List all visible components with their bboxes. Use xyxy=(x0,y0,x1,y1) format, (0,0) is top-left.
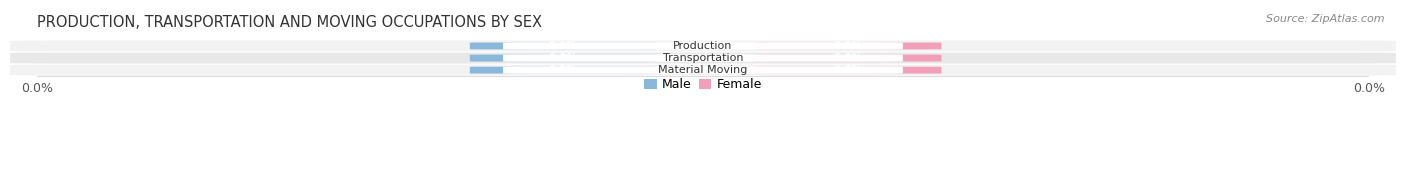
FancyBboxPatch shape xyxy=(10,53,1396,64)
Text: 0.0%: 0.0% xyxy=(548,41,578,51)
Text: PRODUCTION, TRANSPORTATION AND MOVING OCCUPATIONS BY SEX: PRODUCTION, TRANSPORTATION AND MOVING OC… xyxy=(37,15,541,30)
FancyBboxPatch shape xyxy=(755,43,942,49)
FancyBboxPatch shape xyxy=(503,54,903,62)
FancyBboxPatch shape xyxy=(10,65,1396,76)
FancyBboxPatch shape xyxy=(470,43,657,49)
Text: Source: ZipAtlas.com: Source: ZipAtlas.com xyxy=(1267,14,1385,24)
Text: 0.0%: 0.0% xyxy=(548,53,578,63)
Text: 0.0%: 0.0% xyxy=(834,53,863,63)
FancyBboxPatch shape xyxy=(470,67,657,74)
Text: Material Moving: Material Moving xyxy=(658,65,748,75)
FancyBboxPatch shape xyxy=(10,41,1396,51)
Legend: Male, Female: Male, Female xyxy=(640,74,766,96)
FancyBboxPatch shape xyxy=(470,55,657,62)
Text: Transportation: Transportation xyxy=(662,53,744,63)
Text: 0.0%: 0.0% xyxy=(834,65,863,75)
Text: Production: Production xyxy=(673,41,733,51)
FancyBboxPatch shape xyxy=(755,67,942,74)
Text: 0.0%: 0.0% xyxy=(548,65,578,75)
FancyBboxPatch shape xyxy=(503,42,903,50)
Text: 0.0%: 0.0% xyxy=(834,41,863,51)
FancyBboxPatch shape xyxy=(503,66,903,74)
FancyBboxPatch shape xyxy=(755,55,942,62)
